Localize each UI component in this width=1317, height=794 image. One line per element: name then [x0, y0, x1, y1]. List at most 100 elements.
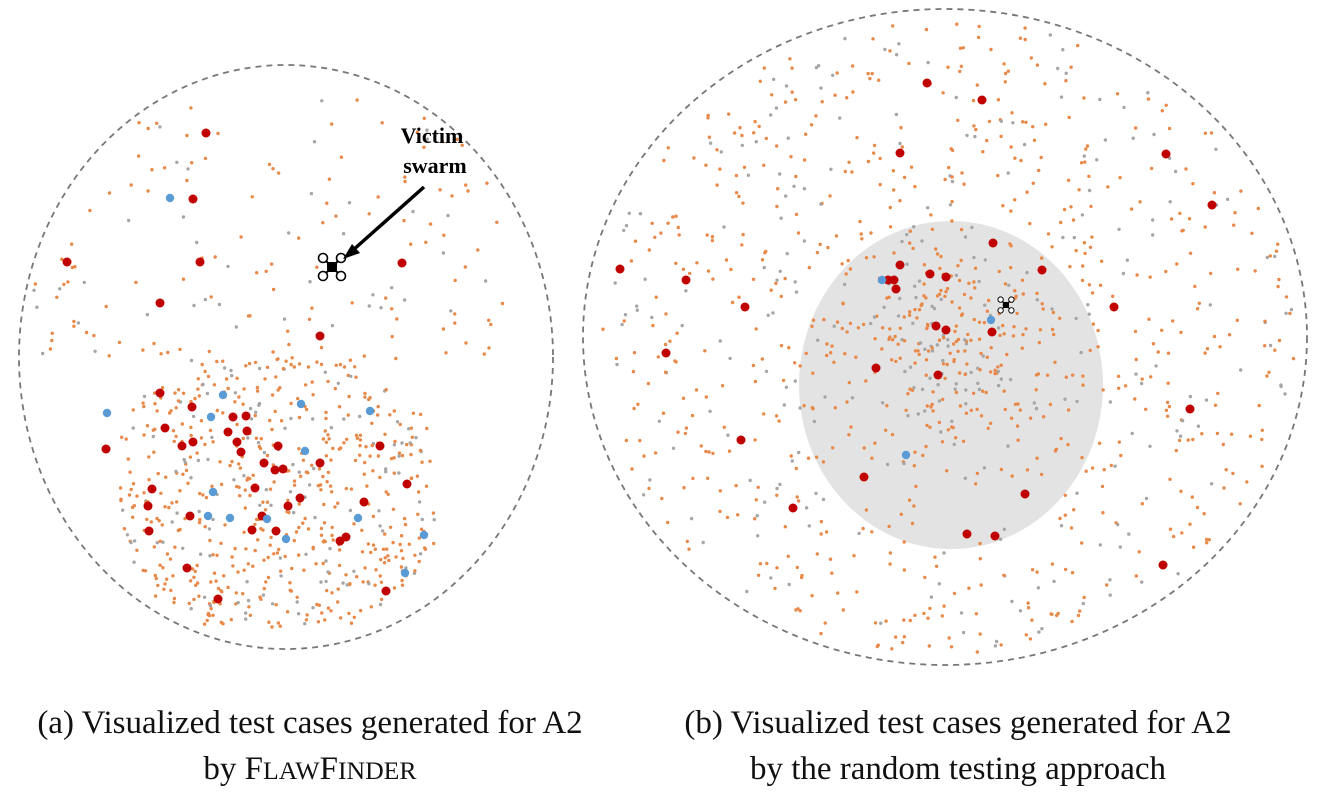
test-case-point — [1127, 532, 1131, 536]
test-case-point — [1187, 217, 1192, 221]
test-case-point — [1276, 242, 1280, 246]
test-case-point — [360, 528, 364, 532]
test-case-point — [891, 24, 895, 28]
test-case-point — [303, 622, 307, 626]
test-case-point — [259, 437, 263, 441]
test-case-point — [787, 346, 791, 350]
test-case-point — [1046, 232, 1051, 236]
test-case-point — [229, 368, 233, 373]
test-case-point — [756, 485, 760, 489]
test-case-point — [928, 425, 932, 429]
test-case-point — [879, 621, 883, 625]
test-case-point — [855, 135, 859, 140]
test-case-point — [841, 608, 845, 612]
test-case-point — [920, 239, 924, 243]
test-case-point — [642, 454, 646, 458]
test-case-point — [1090, 291, 1095, 295]
test-case-point — [1178, 211, 1182, 216]
test-case-point — [1034, 406, 1039, 411]
test-case-point — [1100, 484, 1105, 489]
test-case-point — [1039, 155, 1043, 160]
test-case-point — [283, 426, 287, 430]
test-case-point — [727, 449, 732, 453]
test-case-point — [1250, 231, 1254, 235]
test-case-point — [896, 342, 900, 346]
test-case-point — [428, 222, 433, 226]
test-case-point — [902, 568, 907, 572]
test-case-point — [320, 611, 324, 615]
test-case-point — [1009, 209, 1013, 213]
test-case-point — [725, 515, 730, 520]
test-case-point — [304, 407, 309, 412]
test-case-point — [934, 564, 939, 568]
test-case-point — [178, 489, 182, 493]
test-case-point — [954, 324, 958, 328]
test-case-point — [932, 306, 937, 311]
test-case-point — [781, 378, 786, 383]
test-case-point — [352, 522, 356, 526]
test-case-point — [873, 621, 878, 625]
test-case-point — [463, 265, 467, 269]
test-case-point — [706, 476, 710, 480]
test-case-point — [773, 586, 777, 591]
test-case-point — [762, 66, 766, 70]
test-case-point — [828, 194, 832, 198]
test-case-point — [371, 514, 376, 519]
test-case-point — [835, 71, 839, 75]
test-case-point — [189, 476, 193, 480]
test-case-point — [173, 545, 177, 549]
test-case-point — [195, 240, 199, 245]
test-case-point — [734, 191, 739, 195]
test-case-point — [321, 221, 325, 225]
test-case-point — [327, 437, 331, 441]
test-case-point — [792, 184, 796, 188]
test-case-point — [958, 46, 963, 50]
test-case-point — [788, 57, 792, 61]
test-case-point — [958, 404, 963, 408]
test-case-point — [364, 445, 368, 449]
test-case-point — [816, 63, 821, 68]
panel-b-caption-line2: by the random testing approach — [749, 751, 1167, 787]
test-case-point — [298, 474, 303, 478]
test-case-point — [409, 242, 413, 246]
test-case-point — [989, 47, 993, 52]
test-case-point — [969, 370, 973, 375]
test-case-point — [142, 491, 146, 495]
test-case-point — [964, 388, 968, 392]
test-case-point — [363, 460, 367, 465]
test-case-point — [762, 265, 766, 270]
test-case-point — [223, 523, 227, 527]
test-case-point — [1284, 311, 1288, 315]
red-test-case-point — [397, 258, 407, 268]
test-case-point — [1208, 303, 1213, 307]
test-case-point — [333, 505, 337, 509]
test-case-point — [483, 279, 488, 283]
test-case-point — [638, 438, 642, 443]
test-case-point — [1164, 269, 1168, 274]
test-case-point — [203, 369, 207, 374]
test-case-point — [914, 295, 918, 300]
test-case-point — [955, 22, 959, 26]
test-case-point — [802, 187, 807, 191]
test-case-point — [141, 348, 145, 352]
test-case-point — [272, 552, 276, 556]
test-case-point — [428, 459, 432, 463]
test-case-point — [1054, 447, 1059, 451]
test-case-point — [198, 491, 202, 496]
test-case-point — [258, 503, 262, 507]
test-case-point — [323, 539, 327, 544]
test-case-point — [1204, 398, 1209, 402]
test-case-point — [397, 471, 401, 475]
test-case-point — [1024, 633, 1029, 637]
test-case-point — [1239, 368, 1243, 372]
test-case-point — [190, 161, 194, 165]
test-case-point — [1013, 402, 1018, 406]
red-test-case-point — [1161, 149, 1171, 159]
test-case-point — [209, 295, 213, 299]
test-case-point — [615, 362, 619, 367]
test-case-point — [996, 173, 1000, 178]
test-case-point — [1035, 63, 1040, 67]
test-case-point — [1212, 191, 1217, 195]
test-case-point — [391, 507, 396, 511]
test-case-point — [1020, 346, 1024, 350]
